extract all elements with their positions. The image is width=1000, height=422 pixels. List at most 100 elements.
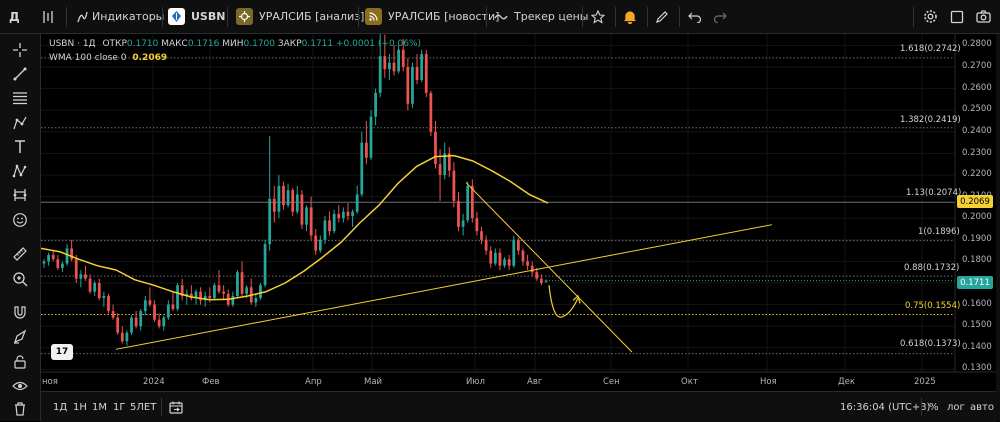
range-5y-button[interactable]: 5ЛЕТ	[130, 401, 157, 413]
wma-legend-line[interactable]: WMA 100 close 0 0.2069	[49, 51, 421, 65]
toolbar-divider	[647, 7, 648, 27]
crosshair-icon[interactable]	[9, 39, 31, 61]
candle-body	[111, 311, 115, 318]
log-toggle[interactable]: лог	[947, 401, 965, 413]
pencil-icon[interactable]	[655, 0, 669, 33]
toolbar-divider	[161, 398, 162, 416]
toolbar-divider	[679, 7, 680, 27]
eye-icon[interactable]	[9, 375, 31, 397]
ruler-icon[interactable]	[9, 243, 31, 265]
brush-path-icon[interactable]	[9, 112, 31, 134]
price-chart[interactable]	[41, 34, 996, 391]
candle-body	[475, 218, 479, 232]
price-label: 0.2400	[962, 126, 992, 136]
trend-line-icon[interactable]	[9, 63, 31, 85]
range-1y-button[interactable]: 1Г	[113, 401, 126, 413]
candle-body	[107, 295, 110, 312]
candle-body	[51, 254, 55, 260]
date-range-icon[interactable]	[169, 392, 183, 422]
magnet-icon[interactable]	[9, 302, 31, 324]
candle-body	[88, 278, 92, 292]
wma-100-line	[41, 154, 549, 301]
candle-body	[489, 250, 493, 264]
toolbar-divider	[66, 7, 67, 27]
stay-in-drawing-icon[interactable]	[9, 326, 31, 348]
candle-body	[498, 252, 502, 266]
star-icon[interactable]	[591, 0, 605, 33]
percent-toggle[interactable]: %	[929, 401, 939, 413]
open-value: 0.1710	[126, 39, 159, 49]
auto-toggle[interactable]: авто	[970, 401, 994, 413]
settings-gear-icon[interactable]	[923, 0, 938, 33]
candle-body	[93, 283, 97, 292]
tradingview-logo[interactable]: 17	[51, 344, 73, 360]
legend-symbol[interactable]: USBN	[49, 39, 75, 49]
candle-body	[42, 261, 46, 264]
candle-body	[406, 67, 410, 104]
candle-body	[268, 198, 272, 245]
fullscreen-icon[interactable]	[950, 0, 964, 33]
range-1w-button[interactable]: 1Н	[73, 401, 87, 413]
compare-icon[interactable]	[42, 0, 54, 33]
range-1d-button[interactable]: 1Д	[53, 401, 68, 413]
candle-body	[116, 317, 120, 333]
zoom-in-icon[interactable]	[9, 268, 31, 290]
lock-icon[interactable]	[9, 351, 31, 373]
candle-body	[420, 54, 424, 80]
price-label: 0.2600	[962, 83, 992, 93]
symbol-button[interactable]: USBN	[168, 0, 225, 33]
candle-body	[120, 332, 124, 342]
candle-body	[61, 263, 64, 268]
candle-body	[134, 317, 138, 327]
analysis-button[interactable]: УРАЛСИБ [анализ]	[236, 0, 364, 33]
legend-interval[interactable]: 1Д	[82, 39, 96, 49]
candle-body	[378, 56, 382, 93]
candle-body	[286, 190, 290, 206]
price-tracker-button[interactable]: Трекер цены	[494, 0, 589, 33]
candle-body	[346, 211, 350, 217]
candle-body	[180, 285, 184, 296]
candle-body	[341, 211, 345, 219]
fib-label-075: 0.75(0.1554)	[905, 301, 961, 311]
candle-body	[530, 265, 534, 273]
candle-body	[222, 291, 225, 294]
text-tool-icon[interactable]	[9, 136, 31, 158]
toolbar-divider	[358, 7, 359, 27]
candle-body	[291, 190, 295, 212]
forecast-icon[interactable]	[9, 184, 31, 206]
candle-body	[374, 92, 377, 117]
fib-levels-icon[interactable]	[9, 87, 31, 109]
indicators-button[interactable]: Индикаторы	[75, 0, 164, 33]
time-label: Авг	[527, 377, 543, 387]
candle-body	[153, 304, 156, 320]
redo-icon[interactable]	[713, 0, 727, 33]
candle-body	[208, 295, 212, 299]
last-price-tag: 0.1711	[957, 276, 993, 289]
toolbar-divider	[615, 7, 616, 27]
projection-arrow-head	[572, 294, 581, 304]
analysis-icon	[236, 8, 253, 25]
candle-body	[148, 300, 152, 305]
candlestick-series	[42, 34, 548, 346]
clock-display[interactable]: 16:36:04 (UTC+3)	[840, 401, 931, 413]
pattern-icon[interactable]	[9, 160, 31, 182]
candle-body	[351, 211, 354, 217]
menu-button[interactable]: Д	[9, 0, 20, 33]
open-label: ОТКР	[102, 39, 127, 49]
candle-body	[512, 239, 516, 266]
undo-icon[interactable]	[688, 0, 702, 33]
candle-body	[254, 298, 258, 303]
price-label: 0.2500	[962, 104, 992, 114]
trash-icon[interactable]	[9, 398, 31, 420]
support-trendline	[115, 224, 773, 350]
candle-body	[143, 300, 147, 312]
camera-icon[interactable]	[976, 0, 991, 33]
candle-body	[162, 317, 166, 327]
candle-body	[74, 259, 78, 279]
range-1m-button[interactable]: 1М	[92, 401, 107, 413]
emoji-icon[interactable]	[9, 209, 31, 231]
candle-body	[360, 142, 364, 195]
news-button[interactable]: УРАЛСИБ [новости]	[365, 0, 499, 33]
alert-icon[interactable]	[623, 0, 637, 33]
fib-label-1618: 1.618(0.2742)	[900, 44, 961, 54]
